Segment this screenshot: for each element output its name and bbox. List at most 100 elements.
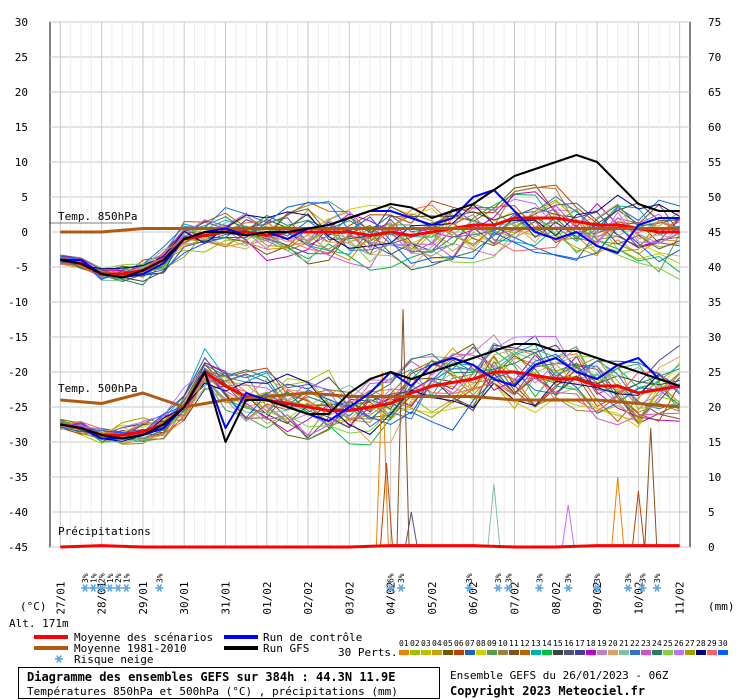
left-tick-label: -5 <box>15 261 28 274</box>
left-tick-label: -30 <box>8 436 28 449</box>
member-line-850 <box>60 216 680 280</box>
snow-risk-label: 3% <box>535 573 544 583</box>
date-label: 29/01 <box>137 581 150 614</box>
member-line-500 <box>60 355 680 441</box>
member-precip <box>380 462 394 548</box>
pert-number: 13 <box>531 639 541 648</box>
snowflake-icon <box>535 584 544 592</box>
pert-swatch <box>542 650 552 655</box>
right-tick-label: 30 <box>708 331 721 344</box>
pert-number: 11 <box>509 639 519 648</box>
pert-number: 09 <box>487 639 497 648</box>
pert-swatch <box>520 650 530 655</box>
left-tick-label: -25 <box>8 401 28 414</box>
pert-number: 29 <box>707 639 717 648</box>
member-precip <box>375 371 389 548</box>
snowflake-icon <box>652 584 661 592</box>
date-label: 31/01 <box>219 581 232 614</box>
snow-risk-label: 1% <box>122 573 131 583</box>
pert-number: 06 <box>454 639 464 648</box>
pert-number: 26 <box>674 639 684 648</box>
series-line <box>60 544 680 549</box>
date-label: 07/02 <box>509 581 522 614</box>
member-line-850 <box>60 216 680 282</box>
series-line <box>60 391 680 409</box>
date-label: 04/02 <box>385 581 398 614</box>
series-line <box>60 227 680 234</box>
date-label: 28/01 <box>96 581 109 614</box>
snow-risk-label: 3% <box>155 573 164 583</box>
snow-risk-label: 3% <box>494 573 503 583</box>
member-line-850 <box>60 202 680 281</box>
member-precip <box>404 511 418 548</box>
pert-swatch <box>685 650 695 655</box>
pert-swatch <box>575 650 585 655</box>
pert-swatch <box>465 650 475 655</box>
snow-risk-label: 3% <box>653 573 662 583</box>
snowflake-icon <box>386 584 395 592</box>
pert-number: 28 <box>696 639 706 648</box>
member-precip <box>561 504 575 548</box>
right-tick-label: 65 <box>708 86 721 99</box>
left-axis-unit: (°C) <box>20 600 47 613</box>
snow-risk-label: 3% <box>624 573 633 583</box>
right-tick-label: 35 <box>708 296 721 309</box>
date-label: 27/01 <box>54 581 67 614</box>
pert-number: 03 <box>421 639 431 648</box>
series-line <box>60 154 680 279</box>
snow-risk-label: 2% <box>114 573 123 583</box>
pert-swatch <box>707 650 717 655</box>
series-line <box>60 343 681 443</box>
pert-number: 17 <box>575 639 585 648</box>
pert-swatch <box>454 650 464 655</box>
date-label: 02/02 <box>302 581 315 614</box>
member-line-500 <box>60 373 680 442</box>
right-tick-label: 0 <box>708 541 715 554</box>
snow-risk-label: 6% <box>387 573 396 583</box>
left-tick-label: -10 <box>8 296 28 309</box>
pert-swatch <box>487 650 497 655</box>
copyright: Copyright 2023 Meteociel.fr <box>450 684 646 698</box>
pert-number: 25 <box>663 639 673 648</box>
pert-swatch <box>476 650 486 655</box>
right-tick-label: 75 <box>708 16 721 29</box>
right-tick-label: 5 <box>708 506 715 519</box>
pert-number: 10 <box>498 639 508 648</box>
left-tick-label: 30 <box>15 16 28 29</box>
pert-number: 04 <box>432 639 442 648</box>
perts-label: 30 Perts. <box>338 646 398 659</box>
member-line-850 <box>60 194 680 270</box>
snowflake-icon <box>122 584 131 592</box>
member-line-850 <box>60 193 681 282</box>
pert-number: 24 <box>652 639 662 648</box>
member-precip <box>611 476 625 548</box>
snowflake-icon <box>114 584 123 592</box>
legend-gfs-label: Run GFS <box>263 642 310 655</box>
pert-number: 21 <box>619 639 629 648</box>
pert-swatch <box>399 650 409 655</box>
footer-title: Diagramme des ensembles GEFS sur 384h : … <box>27 670 396 684</box>
member-precip <box>396 308 410 548</box>
left-tick-label: 0 <box>21 226 28 239</box>
snow-risk-label: 3% <box>639 573 648 583</box>
legend-climate-label: Moyenne 1981-2010 <box>74 642 187 655</box>
pert-number: 30 <box>718 639 728 648</box>
snow-risk-label: 3% <box>465 573 474 583</box>
member-line-850 <box>60 207 680 278</box>
run-info: Ensemble GEFS du 26/01/2023 - 06Z <box>450 669 669 682</box>
snowflake-icon <box>97 584 106 592</box>
member-line-500 <box>60 353 680 440</box>
legend-control-label: Run de contrôle <box>263 631 363 644</box>
left-tick-label: 15 <box>15 121 28 134</box>
pert-swatch <box>608 650 618 655</box>
pert-number: 23 <box>641 639 651 648</box>
left-tick-label: 5 <box>21 191 28 204</box>
pert-swatch <box>432 650 442 655</box>
snow-risk-label: 3% <box>564 573 573 583</box>
snowflake-icon <box>494 584 502 592</box>
pert-swatch <box>421 650 431 655</box>
pert-number: 07 <box>465 639 475 648</box>
member-precip <box>487 483 501 548</box>
date-label: 05/02 <box>426 581 439 614</box>
